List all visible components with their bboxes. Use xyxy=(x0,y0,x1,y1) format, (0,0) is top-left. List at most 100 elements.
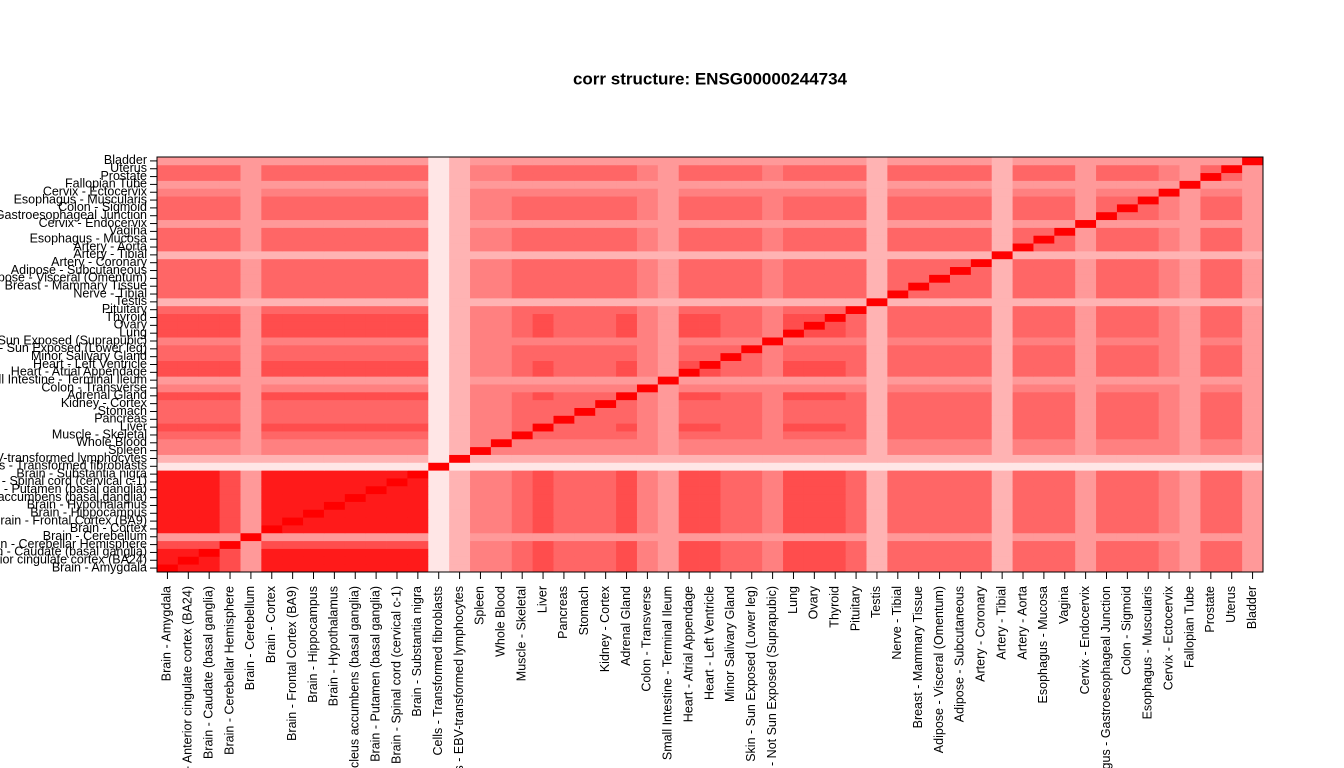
heatmap-cell xyxy=(1033,540,1055,549)
heatmap-cell xyxy=(365,431,387,440)
heatmap-cell xyxy=(720,493,742,502)
heatmap-cell xyxy=(1012,313,1034,322)
heatmap-cell xyxy=(1054,329,1076,338)
y-tick-label: Cervix - Endocervix xyxy=(39,216,148,230)
heatmap-cell xyxy=(157,352,179,361)
heatmap-cell xyxy=(1012,501,1034,510)
heatmap-cell xyxy=(595,258,617,268)
heatmap-cell xyxy=(1012,227,1034,236)
heatmap-cell xyxy=(783,556,805,565)
heatmap-cell xyxy=(824,485,847,495)
heatmap-cell xyxy=(1075,196,1097,205)
heatmap-cell xyxy=(699,305,721,315)
heatmap-cell xyxy=(657,180,680,189)
heatmap-cell xyxy=(365,157,387,166)
heatmap-cell xyxy=(824,493,847,502)
heatmap-cell xyxy=(219,282,241,291)
heatmap-cell xyxy=(636,564,659,573)
heatmap-cell xyxy=(991,235,1013,244)
heatmap-cell xyxy=(365,423,387,432)
heatmap-cell xyxy=(762,564,784,573)
heatmap-cell xyxy=(741,368,763,377)
heatmap-cell xyxy=(386,352,408,361)
heatmap-cell xyxy=(1075,227,1097,236)
heatmap-cell xyxy=(574,196,596,205)
heatmap-cell xyxy=(845,282,867,291)
heatmap-cell xyxy=(1221,290,1243,299)
heatmap-cell xyxy=(616,446,638,455)
heatmap-cell xyxy=(866,321,888,330)
y-tick-label: Kidney - Cortex xyxy=(61,396,148,410)
heatmap-cell xyxy=(1033,297,1055,307)
heatmap-cell xyxy=(1054,337,1076,346)
x-tick-label: Brain - Putamen (basal ganglia) xyxy=(368,586,382,762)
heatmap-cell xyxy=(1158,235,1180,244)
heatmap-cell xyxy=(1033,258,1055,268)
heatmap-cell xyxy=(323,454,346,463)
heatmap-cell xyxy=(511,384,534,393)
heatmap-cell xyxy=(741,203,763,213)
heatmap-cell xyxy=(929,423,951,432)
heatmap-cell xyxy=(532,164,554,174)
heatmap-cell xyxy=(470,203,492,213)
heatmap-cell xyxy=(595,407,617,416)
heatmap-cell xyxy=(428,164,450,174)
heatmap-cell xyxy=(177,203,200,213)
heatmap-cell xyxy=(198,196,221,205)
heatmap-cell xyxy=(678,203,700,213)
heatmap-cell xyxy=(386,407,408,416)
y-tick-label: Bladder xyxy=(104,153,147,167)
heatmap-cell xyxy=(720,462,742,471)
heatmap-cell xyxy=(177,384,200,393)
heatmap-cell xyxy=(699,297,721,307)
heatmap-cell xyxy=(574,525,596,534)
heatmap-cell xyxy=(949,564,972,573)
heatmap-cell xyxy=(762,548,784,557)
heatmap-cell xyxy=(386,431,408,440)
heatmap-cell xyxy=(616,540,638,549)
heatmap-cell xyxy=(323,446,346,455)
heatmap-cell xyxy=(532,297,554,307)
heatmap-cell xyxy=(177,290,200,299)
heatmap-cell xyxy=(1137,368,1160,377)
heatmap-cell xyxy=(1179,407,1201,416)
heatmap-cell xyxy=(636,462,659,471)
heatmap-cell xyxy=(1096,290,1118,299)
heatmap-cell xyxy=(386,423,408,432)
heatmap-cell xyxy=(1242,172,1264,181)
heatmap-cell xyxy=(824,329,847,338)
heatmap-cell xyxy=(1221,352,1243,361)
heatmap-cell xyxy=(1075,282,1097,291)
heatmap-cell xyxy=(866,297,888,307)
heatmap-cell xyxy=(198,485,221,495)
heatmap-cell xyxy=(991,368,1013,377)
heatmap-cell xyxy=(1116,219,1139,228)
heatmap-cell xyxy=(449,532,471,542)
heatmap-cell xyxy=(699,235,721,244)
heatmap-cell xyxy=(219,235,241,244)
heatmap-cell xyxy=(991,258,1013,268)
heatmap-cell xyxy=(344,493,367,502)
heatmap-cell xyxy=(657,360,680,369)
heatmap-cell xyxy=(1158,391,1180,401)
heatmap-cell xyxy=(720,438,742,448)
heatmap-cell xyxy=(1075,211,1097,221)
heatmap-cell xyxy=(657,305,680,315)
heatmap-cell xyxy=(261,258,283,268)
heatmap-cell xyxy=(449,172,471,181)
heatmap-cell xyxy=(783,157,805,166)
heatmap-cell xyxy=(1137,540,1160,549)
heatmap-cell xyxy=(762,157,784,166)
heatmap-cell xyxy=(323,391,346,401)
heatmap-cell xyxy=(1116,235,1139,244)
heatmap-cell xyxy=(1137,313,1160,322)
heatmap-cell xyxy=(1075,493,1097,502)
heatmap-cell xyxy=(595,391,617,401)
heatmap-cell xyxy=(198,423,221,432)
heatmap-cell xyxy=(887,391,909,401)
heatmap-cell xyxy=(261,415,283,424)
heatmap-cell xyxy=(636,446,659,455)
heatmap-cell xyxy=(303,290,325,299)
heatmap-cell xyxy=(261,407,283,416)
heatmap-cell xyxy=(1116,415,1139,424)
